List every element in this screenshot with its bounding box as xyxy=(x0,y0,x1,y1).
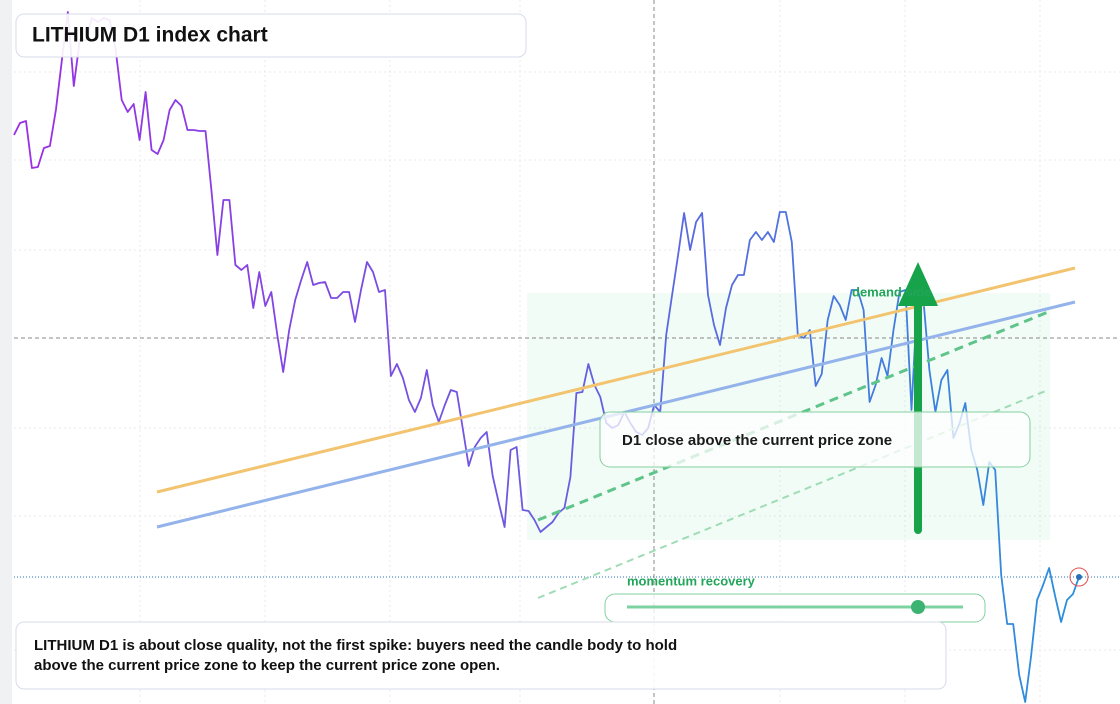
caption-wrap: LITHIUM D1 is about close quality, not t… xyxy=(34,637,678,674)
title-box xyxy=(15,13,527,58)
momentum-knob xyxy=(911,600,925,614)
chart-title: LITHIUM D1 index chart xyxy=(32,24,268,47)
caption-box xyxy=(15,621,947,690)
momentum-label: momentum recovery xyxy=(627,573,756,588)
arrow-head xyxy=(898,262,938,306)
condition-box xyxy=(599,411,1031,468)
caption: LITHIUM D1 is about close quality, not t… xyxy=(34,637,678,674)
last-marker xyxy=(1076,574,1082,580)
side-bar xyxy=(0,0,12,704)
last-marker-ring xyxy=(1069,567,1089,587)
zone-label: demand side xyxy=(852,284,931,299)
condition-text: D1 close above the current price zone xyxy=(622,432,892,449)
price-series xyxy=(13,11,1080,703)
